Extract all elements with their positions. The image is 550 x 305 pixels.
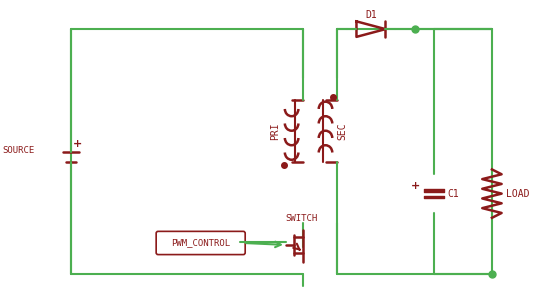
Text: D1: D1	[365, 10, 377, 20]
Text: SOURCE: SOURCE	[2, 145, 34, 155]
Text: +: +	[73, 139, 82, 149]
Text: SWITCH: SWITCH	[285, 214, 317, 223]
FancyBboxPatch shape	[156, 231, 245, 255]
Text: PRI: PRI	[270, 122, 280, 140]
Text: C1: C1	[448, 188, 459, 199]
Text: +: +	[411, 181, 420, 191]
Text: SEC: SEC	[337, 122, 347, 140]
Text: PWM_CONTROL: PWM_CONTROL	[171, 239, 230, 247]
Text: LOAD: LOAD	[507, 188, 530, 199]
